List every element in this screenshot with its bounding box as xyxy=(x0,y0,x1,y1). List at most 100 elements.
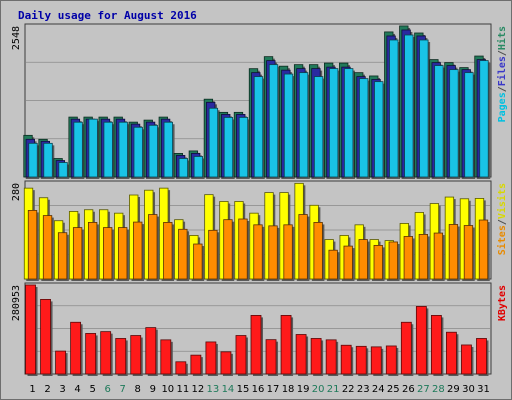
legend-item: / xyxy=(497,86,508,92)
bar-sites-day-13 xyxy=(208,229,218,280)
x-tick-label: 13 xyxy=(207,384,220,395)
bar-sites-day-12 xyxy=(193,243,203,280)
bar-pages-day-14 xyxy=(223,117,234,178)
bar-sites-day-8 xyxy=(133,221,143,280)
x-tick-label: 20 xyxy=(312,384,325,395)
bar-kbytes-day-13 xyxy=(205,341,217,375)
bar-kbytes-day-30 xyxy=(461,344,472,375)
bar-kbytes-day-7 xyxy=(115,338,127,375)
bar-pages-day-26 xyxy=(404,34,414,178)
bar-sites-day-27 xyxy=(418,234,429,280)
bar-kbytes-day-14 xyxy=(220,351,232,375)
bar-pages-day-5 xyxy=(88,118,98,178)
bar-sites-day-16 xyxy=(253,224,263,280)
x-tick-label: 27 xyxy=(417,384,430,395)
bar-pages-day-8 xyxy=(133,126,143,178)
bar-kbytes-day-17 xyxy=(265,339,277,375)
y-max-label: 280953 xyxy=(11,285,22,321)
bar-kbytes-day-5 xyxy=(85,333,97,375)
bar-sites-day-11 xyxy=(178,228,188,280)
bar-sites-day-29 xyxy=(448,224,459,280)
bar-pages-day-20 xyxy=(313,76,324,178)
legend-item: / xyxy=(497,50,508,56)
bar-sites-day-31 xyxy=(478,219,489,280)
x-tick-label: 15 xyxy=(237,384,250,395)
bar-pages-day-1 xyxy=(28,142,38,178)
bar-kbytes-day-20 xyxy=(310,338,322,375)
bar-pages-day-9 xyxy=(148,124,158,178)
bar-sites-day-10 xyxy=(163,222,173,280)
bar-pages-day-25 xyxy=(389,39,399,178)
bar-kbytes-day-22 xyxy=(340,344,352,375)
bar-sites-day-24 xyxy=(373,244,383,280)
bar-sites-day-30 xyxy=(463,225,474,280)
bar-pages-day-12 xyxy=(193,156,204,178)
legend-item: / xyxy=(497,219,508,225)
bar-kbytes-day-27 xyxy=(415,306,427,375)
x-tick-label: 28 xyxy=(432,384,445,395)
bar-sites-day-5 xyxy=(87,222,98,280)
bar-sites-day-18 xyxy=(283,224,293,280)
bar-kbytes-day-15 xyxy=(235,335,247,375)
bar-pages-day-18 xyxy=(283,73,294,178)
bar-pages-day-10 xyxy=(163,121,173,178)
bar-pages-day-30 xyxy=(464,72,474,178)
x-tick-label: 10 xyxy=(161,384,174,395)
bar-kbytes-day-3 xyxy=(55,350,66,375)
x-tick-label: 6 xyxy=(104,384,110,395)
x-tick-label: 31 xyxy=(477,384,490,395)
bar-kbytes-day-23 xyxy=(355,345,367,375)
bar-sites-day-20 xyxy=(313,222,323,280)
x-tick-label: 1 xyxy=(29,384,35,395)
bar-sites-day-23 xyxy=(358,239,368,280)
bar-sites-day-19 xyxy=(298,214,308,280)
bar-pages-day-13 xyxy=(208,107,219,178)
x-tick-label: 7 xyxy=(120,384,126,395)
legend-3: KBytes xyxy=(497,285,508,321)
x-tick-label: 23 xyxy=(357,384,370,395)
x-tick-label: 17 xyxy=(267,384,280,395)
legend-item: Visits xyxy=(496,183,508,219)
bar-kbytes-day-26 xyxy=(400,321,412,375)
bar-pages-day-16 xyxy=(253,76,264,178)
bar-pages-day-3 xyxy=(58,162,68,178)
bar-sites-day-22 xyxy=(343,245,353,280)
x-tick-label: 18 xyxy=(282,384,295,395)
bar-kbytes-day-4 xyxy=(70,321,82,375)
bar-pages-day-17 xyxy=(268,64,279,178)
x-tick-label: 14 xyxy=(222,384,235,395)
bar-sites-day-21 xyxy=(328,249,338,280)
x-tick-label: 9 xyxy=(150,384,156,395)
bar-kbytes-day-18 xyxy=(280,315,292,375)
bar-pages-day-23 xyxy=(359,78,369,178)
x-tick-label: 21 xyxy=(327,384,340,395)
legend-item: Files xyxy=(496,56,508,86)
legend-item: KBytes xyxy=(497,285,508,321)
bar-sites-day-3 xyxy=(57,232,68,280)
bar-sites-day-17 xyxy=(268,225,278,280)
y-max-label: 2548 xyxy=(11,26,22,50)
x-tick-label: 25 xyxy=(387,384,400,395)
x-tick-label: 26 xyxy=(402,384,415,395)
bar-sites-day-26 xyxy=(403,236,413,280)
x-tick-label: 22 xyxy=(342,384,355,395)
x-tick-label: 19 xyxy=(297,384,310,395)
x-tick-label: 2 xyxy=(44,384,50,395)
legend-item: Hits xyxy=(496,26,508,50)
bar-kbytes-day-8 xyxy=(130,335,142,375)
bar-kbytes-day-21 xyxy=(325,339,337,375)
bar-kbytes-day-25 xyxy=(385,345,397,375)
x-tick-label: 4 xyxy=(74,384,80,395)
x-tick-label: 24 xyxy=(372,384,385,395)
bar-sites-day-1 xyxy=(27,210,38,280)
x-tick-label: 16 xyxy=(252,384,265,395)
bar-pages-day-11 xyxy=(178,158,188,178)
bar-sites-day-25 xyxy=(388,241,398,280)
bar-pages-day-22 xyxy=(344,68,354,178)
bar-kbytes-day-16 xyxy=(250,315,262,375)
x-tick-label: 30 xyxy=(462,384,475,395)
legend-2: Sites/Visits xyxy=(496,183,508,255)
y-max-label: 280 xyxy=(11,183,22,201)
bar-pages-day-15 xyxy=(238,117,249,178)
bar-sites-day-7 xyxy=(118,227,128,280)
